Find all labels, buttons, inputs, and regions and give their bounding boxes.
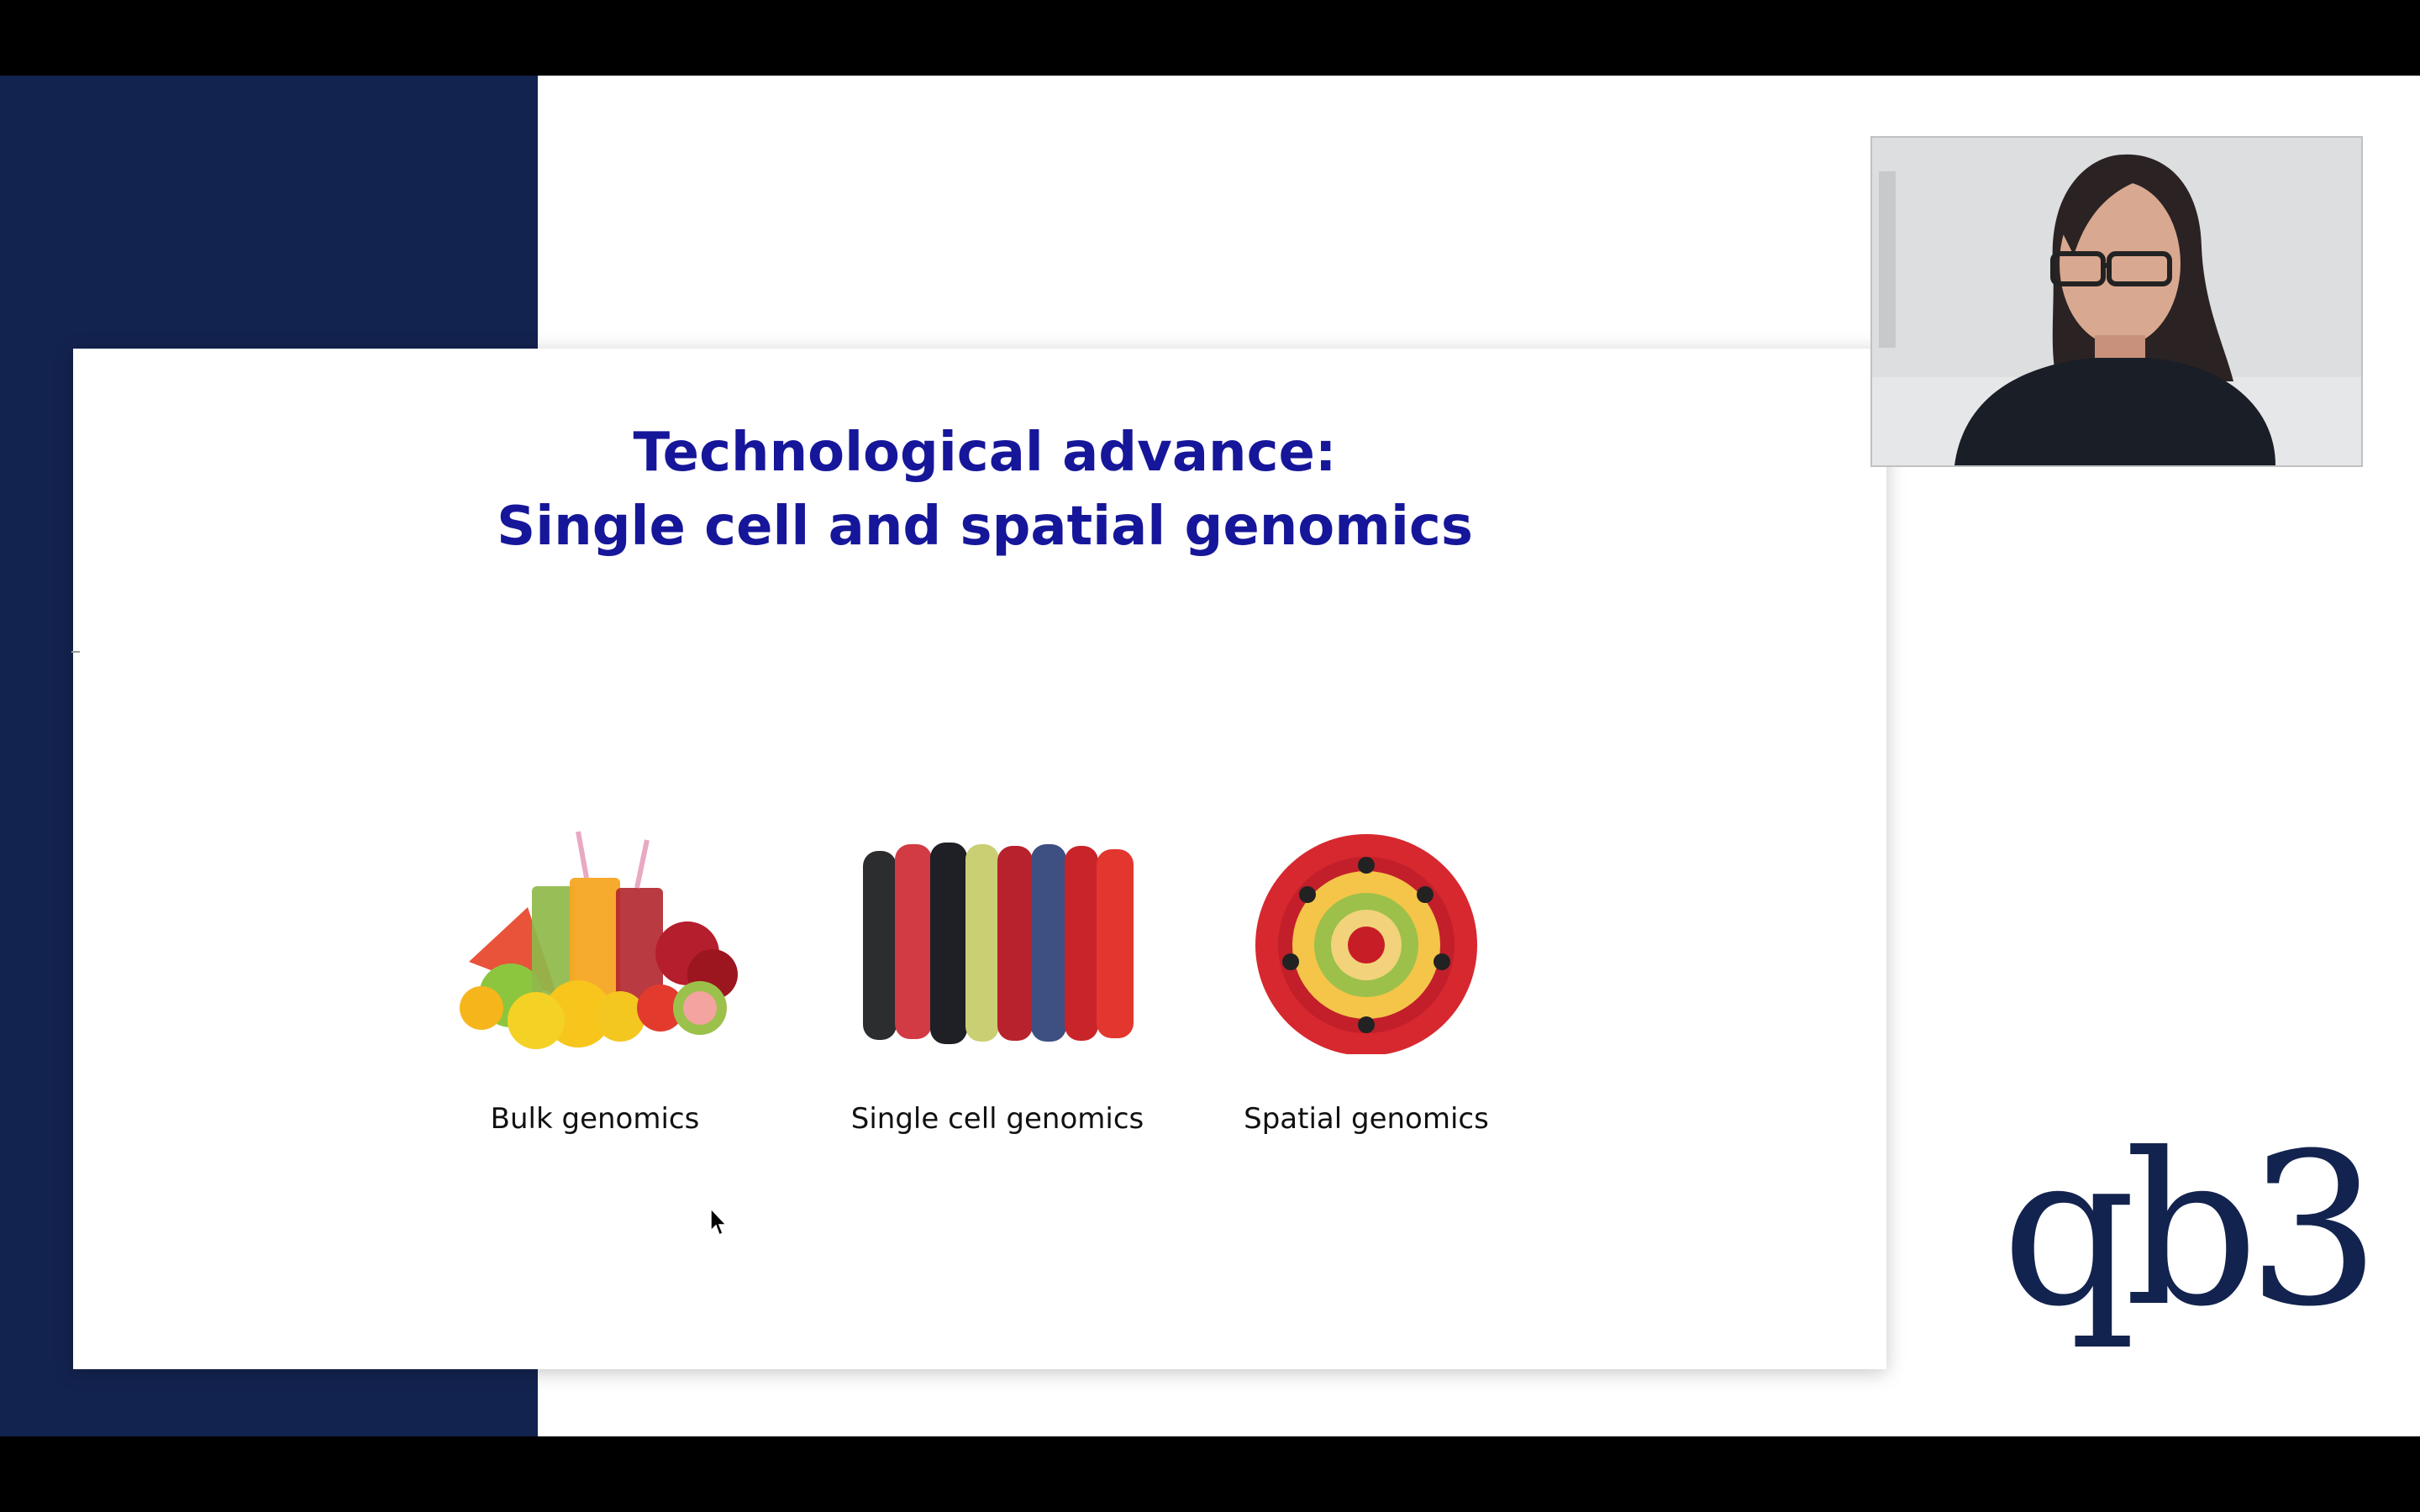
caption-spatial-genomics: Spatial genomics [1244, 1102, 1489, 1136]
slide-title-line-2: Single cell and spatial genomics [497, 496, 1473, 558]
panel-bulk-genomics: Bulk genomics [427, 827, 763, 1136]
caption-bulk-genomics: Bulk genomics [490, 1102, 700, 1136]
fruit-tart-image [1255, 834, 1477, 1054]
speaker-video-thumbnail[interactable] [1870, 136, 2363, 467]
presentation-stage: Technological advance: Single cell and s… [0, 76, 2420, 1436]
qb3-logo: qb3 [2002, 1108, 2381, 1352]
slide-title: Technological advance: Single cell and s… [73, 416, 1897, 564]
slide-title-line-1: Technological advance: [633, 422, 1337, 484]
panel-spatial-genomics: Spatial genomics [1198, 827, 1534, 1136]
fruit-juices-image [460, 831, 738, 1049]
caption-single-cell-genomics: Single cell genomics [850, 1102, 1144, 1136]
slide: Technological advance: Single cell and s… [71, 349, 1886, 1369]
speaker-video-frame [1872, 138, 2361, 465]
slide-edge-mark [71, 651, 80, 653]
panel-single-cell-genomics: Single cell genomics [829, 827, 1165, 1136]
berry-rows-image [863, 843, 1134, 1044]
mouse-cursor-icon [710, 1208, 728, 1236]
